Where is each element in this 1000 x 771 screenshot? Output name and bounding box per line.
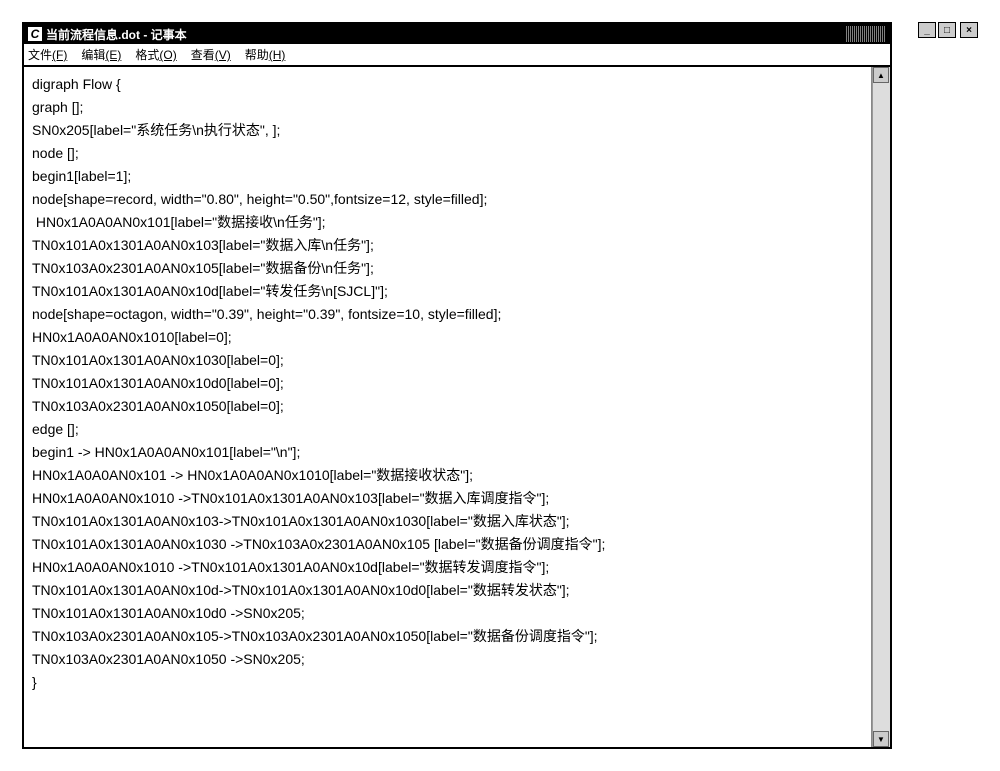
window-controls: _ □ × <box>918 22 978 38</box>
scroll-up-button[interactable]: ▲ <box>873 67 889 83</box>
titlebar[interactable]: C 当前流程信息.dot - 记事本 <box>24 24 890 44</box>
menu-help[interactable]: 帮助(H) <box>245 46 286 63</box>
notepad-window: C 当前流程信息.dot - 记事本 文件(F) 编辑(E) 格式(O) 查看(… <box>22 22 892 749</box>
app-icon: C <box>28 27 42 41</box>
menu-file[interactable]: 文件(F) <box>28 46 67 63</box>
close-button[interactable]: × <box>960 22 978 38</box>
window-title: 当前流程信息.dot - 记事本 <box>46 26 842 43</box>
menu-format[interactable]: 格式(O) <box>135 46 176 63</box>
vertical-scrollbar[interactable]: ▲ ▼ <box>872 67 890 747</box>
scroll-down-button[interactable]: ▼ <box>873 731 889 747</box>
menu-edit[interactable]: 编辑(E) <box>81 46 121 63</box>
titlebar-gradient <box>846 26 886 42</box>
menu-view[interactable]: 查看(V) <box>191 46 231 63</box>
minimize-button[interactable]: _ <box>918 22 936 38</box>
maximize-button[interactable]: □ <box>938 22 956 38</box>
menubar: 文件(F) 编辑(E) 格式(O) 查看(V) 帮助(H) <box>24 44 890 66</box>
text-editor[interactable]: digraph Flow { graph []; SN0x205[label="… <box>24 67 872 747</box>
content-wrap: digraph Flow { graph []; SN0x205[label="… <box>24 66 890 747</box>
